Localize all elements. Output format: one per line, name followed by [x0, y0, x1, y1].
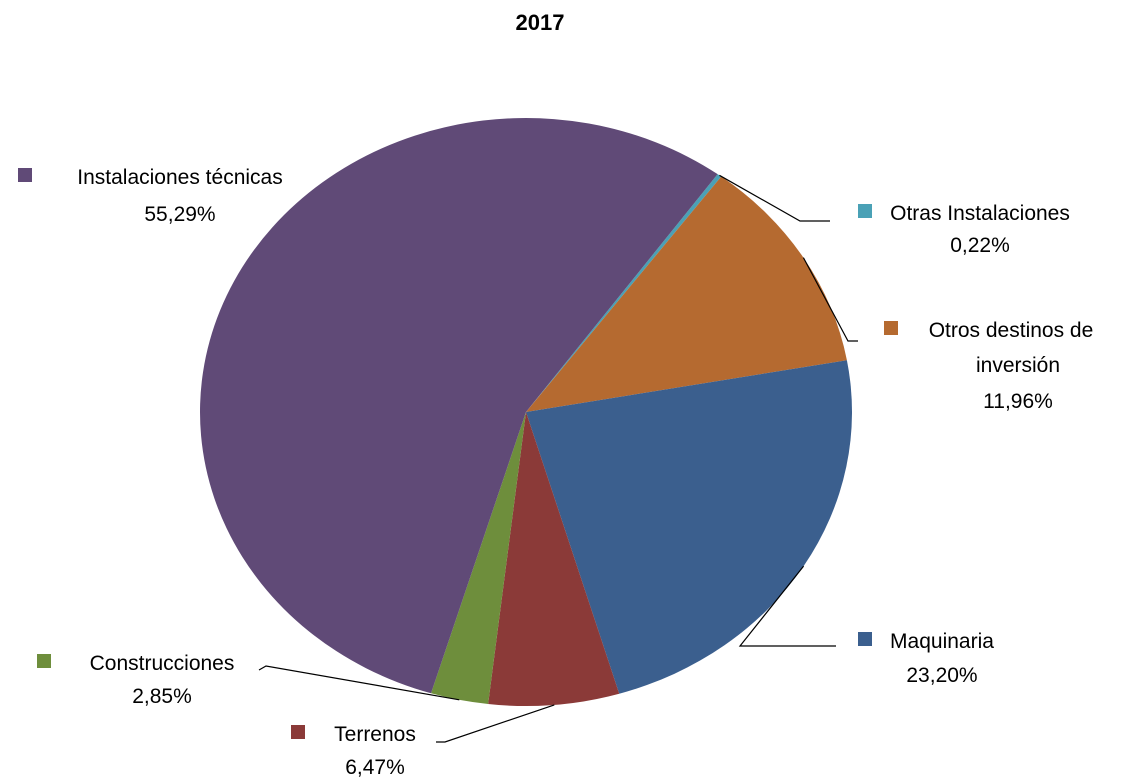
slice-label-otros-destinos-de-inversion: Otros destinos de inversión	[929, 319, 1094, 377]
leader-line-maquinaria	[738, 565, 836, 647]
chart-title: 2017	[516, 10, 565, 35]
slice-maquinaria	[526, 360, 853, 694]
legend-marker-otros-destinos-de-inversion	[884, 321, 898, 335]
slice-label-construcciones: Construcciones	[90, 652, 235, 675]
leader-line-construcciones	[258, 665, 460, 701]
leader-line-otras-instalaciones	[719, 174, 830, 222]
slice-value-otras-instalaciones: 0,22%	[950, 234, 1010, 257]
slice-otros-destinos-de-inversion	[526, 176, 847, 412]
slice-value-instalaciones-tecnicas: 55,29%	[144, 203, 215, 226]
leader-line-otros-destinos-de-inversion	[802, 257, 858, 342]
slice-label-instalaciones-tecnicas: Instalaciones técnicas	[77, 166, 282, 189]
legend-marker-construcciones	[37, 654, 51, 668]
legend-marker-instalaciones-tecnicas	[18, 168, 32, 182]
leader-line-terrenos	[436, 704, 555, 743]
slice-construcciones	[431, 412, 526, 705]
slice-otras-instalaciones	[526, 174, 722, 412]
slice-labels: Otras Instalaciones 0,22% Otros destinos d…	[18, 166, 1093, 779]
legend-marker-otras-instalaciones	[858, 204, 872, 218]
slice-value-terrenos: 6,47%	[345, 756, 405, 779]
slice-label-maquinaria: Maquinaria	[890, 630, 994, 653]
slice-label-terrenos: Terrenos	[334, 723, 416, 746]
pie-slices	[200, 118, 853, 707]
slice-value-maquinaria: 23,20%	[906, 664, 977, 687]
legend-marker-terrenos	[291, 725, 305, 739]
leader-lines	[258, 174, 858, 743]
legend-marker-maquinaria	[858, 632, 872, 646]
slice-value-otros-destinos-de-inversion: 11,96%	[983, 390, 1053, 413]
slice-value-construcciones: 2,85%	[132, 685, 192, 708]
slice-instalaciones-tecnicas	[200, 118, 718, 694]
slice-terrenos	[488, 412, 620, 707]
slice-label-otras-instalaciones: Otras Instalaciones	[890, 202, 1070, 225]
